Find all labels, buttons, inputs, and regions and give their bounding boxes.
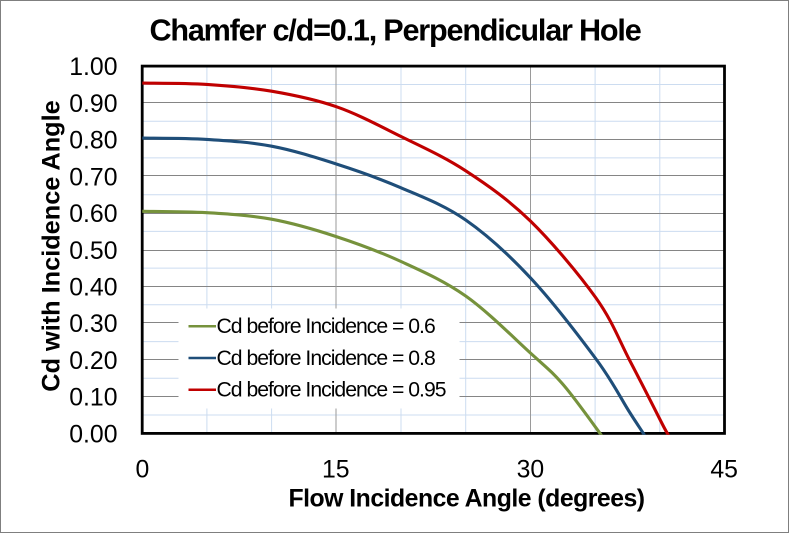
- svg-text:0.10: 0.10: [69, 385, 117, 412]
- svg-text:Cd before Incidence = 0.8: Cd before Incidence = 0.8: [217, 347, 435, 370]
- svg-text:0.00: 0.00: [69, 421, 117, 448]
- svg-text:30: 30: [517, 457, 545, 484]
- svg-text:Flow Incidence Angle (degrees): Flow Incidence Angle (degrees): [288, 485, 644, 512]
- svg-text:0.70: 0.70: [69, 164, 117, 191]
- svg-text:45: 45: [710, 457, 738, 484]
- svg-text:0.80: 0.80: [69, 128, 117, 155]
- svg-text:0.50: 0.50: [69, 238, 117, 265]
- svg-text:0.60: 0.60: [69, 201, 117, 228]
- svg-text:0.90: 0.90: [69, 91, 117, 118]
- svg-text:Cd before Incidence = 0.95: Cd before Incidence = 0.95: [217, 379, 446, 402]
- svg-text:0.20: 0.20: [69, 348, 117, 375]
- svg-text:Cd before Incidence = 0.6: Cd before Incidence = 0.6: [217, 315, 435, 338]
- svg-text:0.30: 0.30: [69, 311, 117, 338]
- svg-text:0: 0: [136, 457, 150, 484]
- svg-text:15: 15: [322, 457, 350, 484]
- svg-text:Chamfer c/d=0.1, Perpendicular: Chamfer c/d=0.1, Perpendicular Hole: [149, 14, 640, 48]
- svg-text:1.00: 1.00: [69, 54, 117, 81]
- svg-text:0.40: 0.40: [69, 275, 117, 302]
- svg-text:Cd with Incidence Angle: Cd with Incidence Angle: [38, 100, 66, 391]
